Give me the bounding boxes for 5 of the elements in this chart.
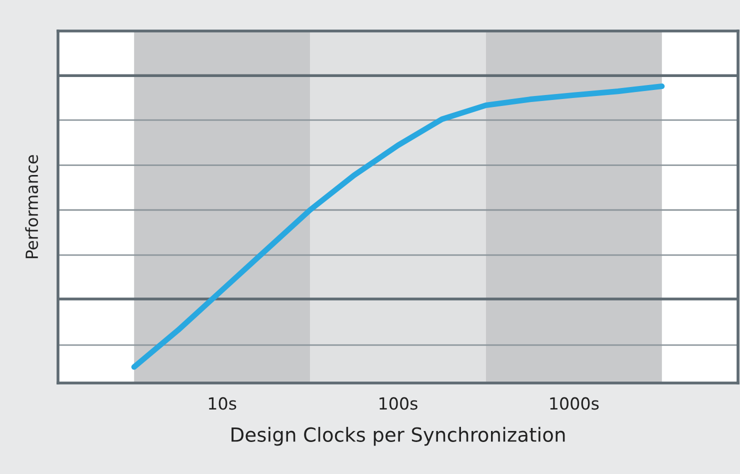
x-tick-label: 10s [208, 397, 236, 410]
x-tick-label: 1000s [550, 397, 599, 410]
x-axis-title: Design Clocks per Synchronization [232, 426, 565, 446]
y-axis-title: Performance [25, 155, 38, 258]
x-tick-label: 100s [380, 397, 418, 410]
